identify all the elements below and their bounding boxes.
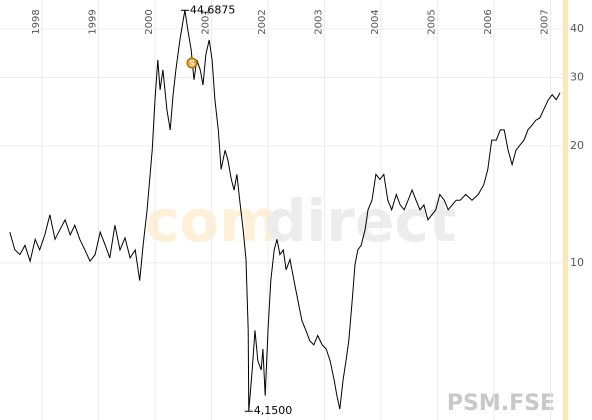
event-marker: S	[186, 57, 198, 69]
x-tick-label: 2000	[144, 9, 155, 34]
y-tick-label: 40	[570, 22, 584, 35]
event-circle	[186, 57, 198, 69]
watermark-right: direct	[265, 187, 456, 255]
x-tick-label: 2002	[257, 9, 268, 34]
x-tick-label: 1998	[31, 9, 42, 34]
x-tick-label: 2006	[483, 9, 494, 34]
y-tick-label: 30	[570, 71, 584, 84]
x-tick-label: 1999	[87, 9, 98, 34]
x-tick-label: 2005	[427, 9, 438, 34]
price-line	[9, 10, 561, 412]
annotation: 4,1500	[254, 404, 293, 417]
y-tick-label: 10	[570, 256, 584, 269]
x-tick-label: 2003	[313, 9, 324, 34]
watermark-left: com	[145, 187, 280, 255]
watermark: com direct	[145, 187, 456, 255]
annotation: 44,6875	[190, 3, 236, 16]
symbol: PSM.FSE	[447, 391, 555, 416]
price-strip	[563, 0, 568, 420]
y-tick-label: 20	[570, 139, 584, 152]
event-label: S	[189, 59, 195, 68]
x-tick-label: 2001	[200, 9, 211, 34]
x-tick-label: 2007	[540, 9, 551, 34]
x-tick-label: 2004	[370, 9, 381, 34]
